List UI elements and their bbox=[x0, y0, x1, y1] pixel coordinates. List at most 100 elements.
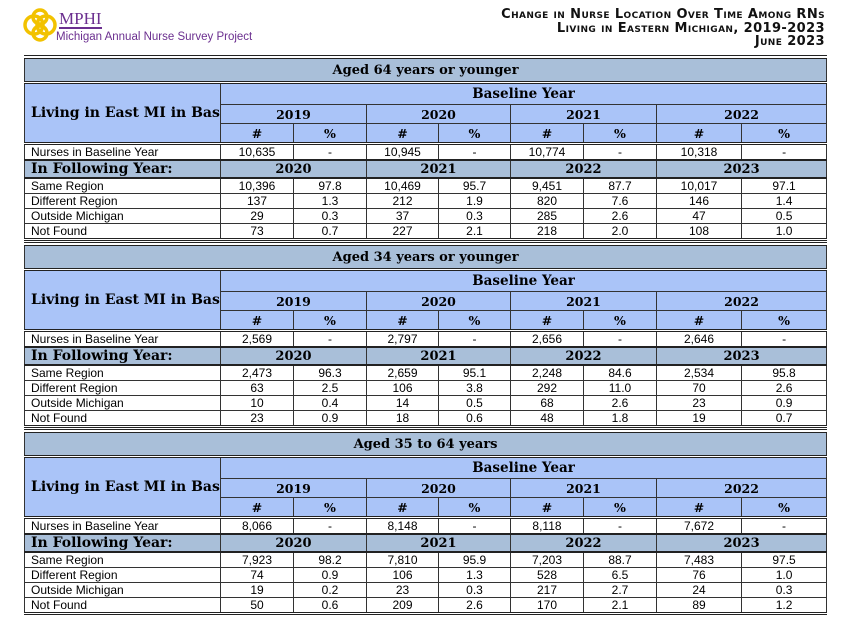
percent-cell: 2.1 bbox=[438, 223, 511, 241]
title-line-3: June 2023 bbox=[754, 34, 825, 49]
percent-cell: 0.5 bbox=[740, 208, 828, 224]
percent-column-header: % bbox=[438, 497, 511, 518]
following-year-2021: 2021 bbox=[366, 533, 511, 553]
percent-cell: 2.7 bbox=[583, 582, 657, 598]
count-cell: 137 bbox=[220, 193, 294, 209]
percent-column-header: % bbox=[740, 497, 828, 518]
percent-cell: 84.6 bbox=[583, 364, 657, 381]
row-label: Nurses in Baseline Year bbox=[24, 329, 221, 348]
percent-cell: 95.9 bbox=[438, 551, 511, 568]
percent-column-header: % bbox=[740, 123, 828, 144]
row-label: Not Found bbox=[24, 223, 221, 241]
count-cell: 7,810 bbox=[366, 551, 439, 568]
percent-cell: 88.7 bbox=[583, 551, 657, 568]
following-year-2023: 2023 bbox=[655, 159, 828, 179]
percent-cell: 0.3 bbox=[438, 208, 511, 224]
count-cell: 19 bbox=[656, 410, 742, 428]
count-cell: 23 bbox=[366, 582, 439, 598]
count-cell: 10,396 bbox=[220, 177, 294, 194]
table-row: Outside Michigan 10 0.4 14 0.5 68 2.6 23 0.9 bbox=[24, 395, 828, 411]
percent-cell: 3.8 bbox=[438, 380, 511, 396]
count-cell: 63 bbox=[220, 380, 294, 396]
count-column-header: # bbox=[510, 310, 584, 331]
percent-cell: 2.5 bbox=[293, 380, 367, 396]
percent-column-header: % bbox=[293, 123, 367, 144]
count-cell: 29 bbox=[220, 208, 294, 224]
percent-cell: 2.6 bbox=[740, 380, 828, 396]
baseline-year-2021: 2021 bbox=[510, 104, 657, 124]
logo-subtitle: Michigan Annual Nurse Survey Project bbox=[56, 31, 253, 43]
row-header-label: Living in East MI in Baseline Year bbox=[24, 82, 221, 144]
count-cell: 2,569 bbox=[220, 329, 294, 348]
percent-cell: 11.0 bbox=[583, 380, 657, 396]
percent-column-header: % bbox=[740, 310, 828, 331]
section-title: Aged 64 years or younger bbox=[23, 55, 828, 84]
row-header-label: Living in East MI in Baseline Year bbox=[24, 456, 221, 518]
percent-cell: 0.6 bbox=[438, 410, 511, 428]
following-year-row: In Following Year: 2020 2021 2022 2023 bbox=[24, 533, 828, 553]
percent-cell: - bbox=[438, 516, 511, 535]
following-year-row: In Following Year: 2020 2021 2022 2023 bbox=[24, 346, 828, 366]
age-group-table: Aged 64 years or younger Living in East M… bbox=[23, 55, 828, 241]
following-year-2020: 2020 bbox=[220, 346, 367, 366]
following-year-2022: 2022 bbox=[510, 159, 657, 179]
following-year-label: In Following Year: bbox=[24, 533, 221, 553]
following-year-2021: 2021 bbox=[366, 159, 511, 179]
count-cell: 7,203 bbox=[510, 551, 584, 568]
percent-cell: - bbox=[740, 142, 828, 161]
percent-cell: 2.6 bbox=[583, 208, 657, 224]
baseline-year-header: Baseline Year bbox=[219, 456, 828, 479]
percent-cell: 7.6 bbox=[583, 193, 657, 209]
following-year-2021: 2021 bbox=[366, 346, 511, 366]
count-column-header: # bbox=[366, 123, 439, 144]
count-cell: 70 bbox=[656, 380, 742, 396]
column-symbols-row: #% #% #% #% bbox=[25, 123, 828, 144]
percent-column-header: % bbox=[293, 497, 367, 518]
following-year-2020: 2020 bbox=[220, 533, 367, 553]
count-cell: 76 bbox=[656, 567, 742, 583]
count-cell: 73 bbox=[220, 223, 294, 241]
count-cell: 48 bbox=[510, 410, 584, 428]
count-cell: 2,659 bbox=[366, 364, 439, 381]
percent-cell: 2.6 bbox=[583, 395, 657, 411]
count-cell: 2,534 bbox=[656, 364, 742, 381]
table-row: Different Region 74 0.9 106 1.3 528 6.5 76 1.0 bbox=[24, 567, 828, 583]
baseline-year-2019: 2019 bbox=[220, 478, 367, 498]
following-year-2022: 2022 bbox=[510, 533, 657, 553]
percent-cell: 95.8 bbox=[740, 364, 828, 381]
percent-cell: 95.1 bbox=[438, 364, 511, 381]
percent-cell: 0.9 bbox=[740, 395, 828, 411]
following-year-2022: 2022 bbox=[510, 346, 657, 366]
percent-cell: - bbox=[740, 329, 828, 348]
count-cell: 74 bbox=[220, 567, 294, 583]
percent-cell: - bbox=[740, 516, 828, 535]
count-cell: 528 bbox=[510, 567, 584, 583]
count-cell: 10 bbox=[220, 395, 294, 411]
section-title-row: Aged 34 years or younger bbox=[23, 242, 828, 271]
header-row: Living in East MI in Baseline YearBaseli… bbox=[24, 269, 828, 331]
count-cell: 18 bbox=[366, 410, 439, 428]
table-row: Same Region 2,473 96.3 2,659 95.1 2,248 84.6 2,… bbox=[24, 364, 828, 381]
percent-cell: 0.9 bbox=[293, 410, 367, 428]
percent-cell: 0.9 bbox=[293, 567, 367, 583]
baseline-year-header: Baseline Year bbox=[219, 82, 828, 105]
percent-cell: 0.7 bbox=[740, 410, 828, 428]
count-cell: 14 bbox=[366, 395, 439, 411]
percent-cell: - bbox=[438, 142, 511, 161]
count-cell: 209 bbox=[366, 597, 439, 615]
percent-cell: 95.7 bbox=[438, 177, 511, 194]
count-cell: 170 bbox=[510, 597, 584, 615]
count-column-header: # bbox=[220, 497, 294, 518]
baseline-year-2022: 2022 bbox=[655, 104, 828, 124]
count-cell: 8,118 bbox=[510, 516, 584, 535]
percent-cell: 96.3 bbox=[293, 364, 367, 381]
count-cell: 7,923 bbox=[220, 551, 294, 568]
row-label: Outside Michigan bbox=[24, 582, 221, 598]
mphi-logo: MPHI Michigan Annual Nurse Survey Projec… bbox=[22, 8, 252, 48]
baseline-year-header: Baseline Year bbox=[219, 269, 828, 292]
count-cell: 8,148 bbox=[366, 516, 439, 535]
baseline-year-2021: 2021 bbox=[510, 478, 657, 498]
percent-cell: 0.6 bbox=[293, 597, 367, 615]
count-cell: 10,017 bbox=[656, 177, 742, 194]
baseline-year-2019: 2019 bbox=[220, 291, 367, 311]
